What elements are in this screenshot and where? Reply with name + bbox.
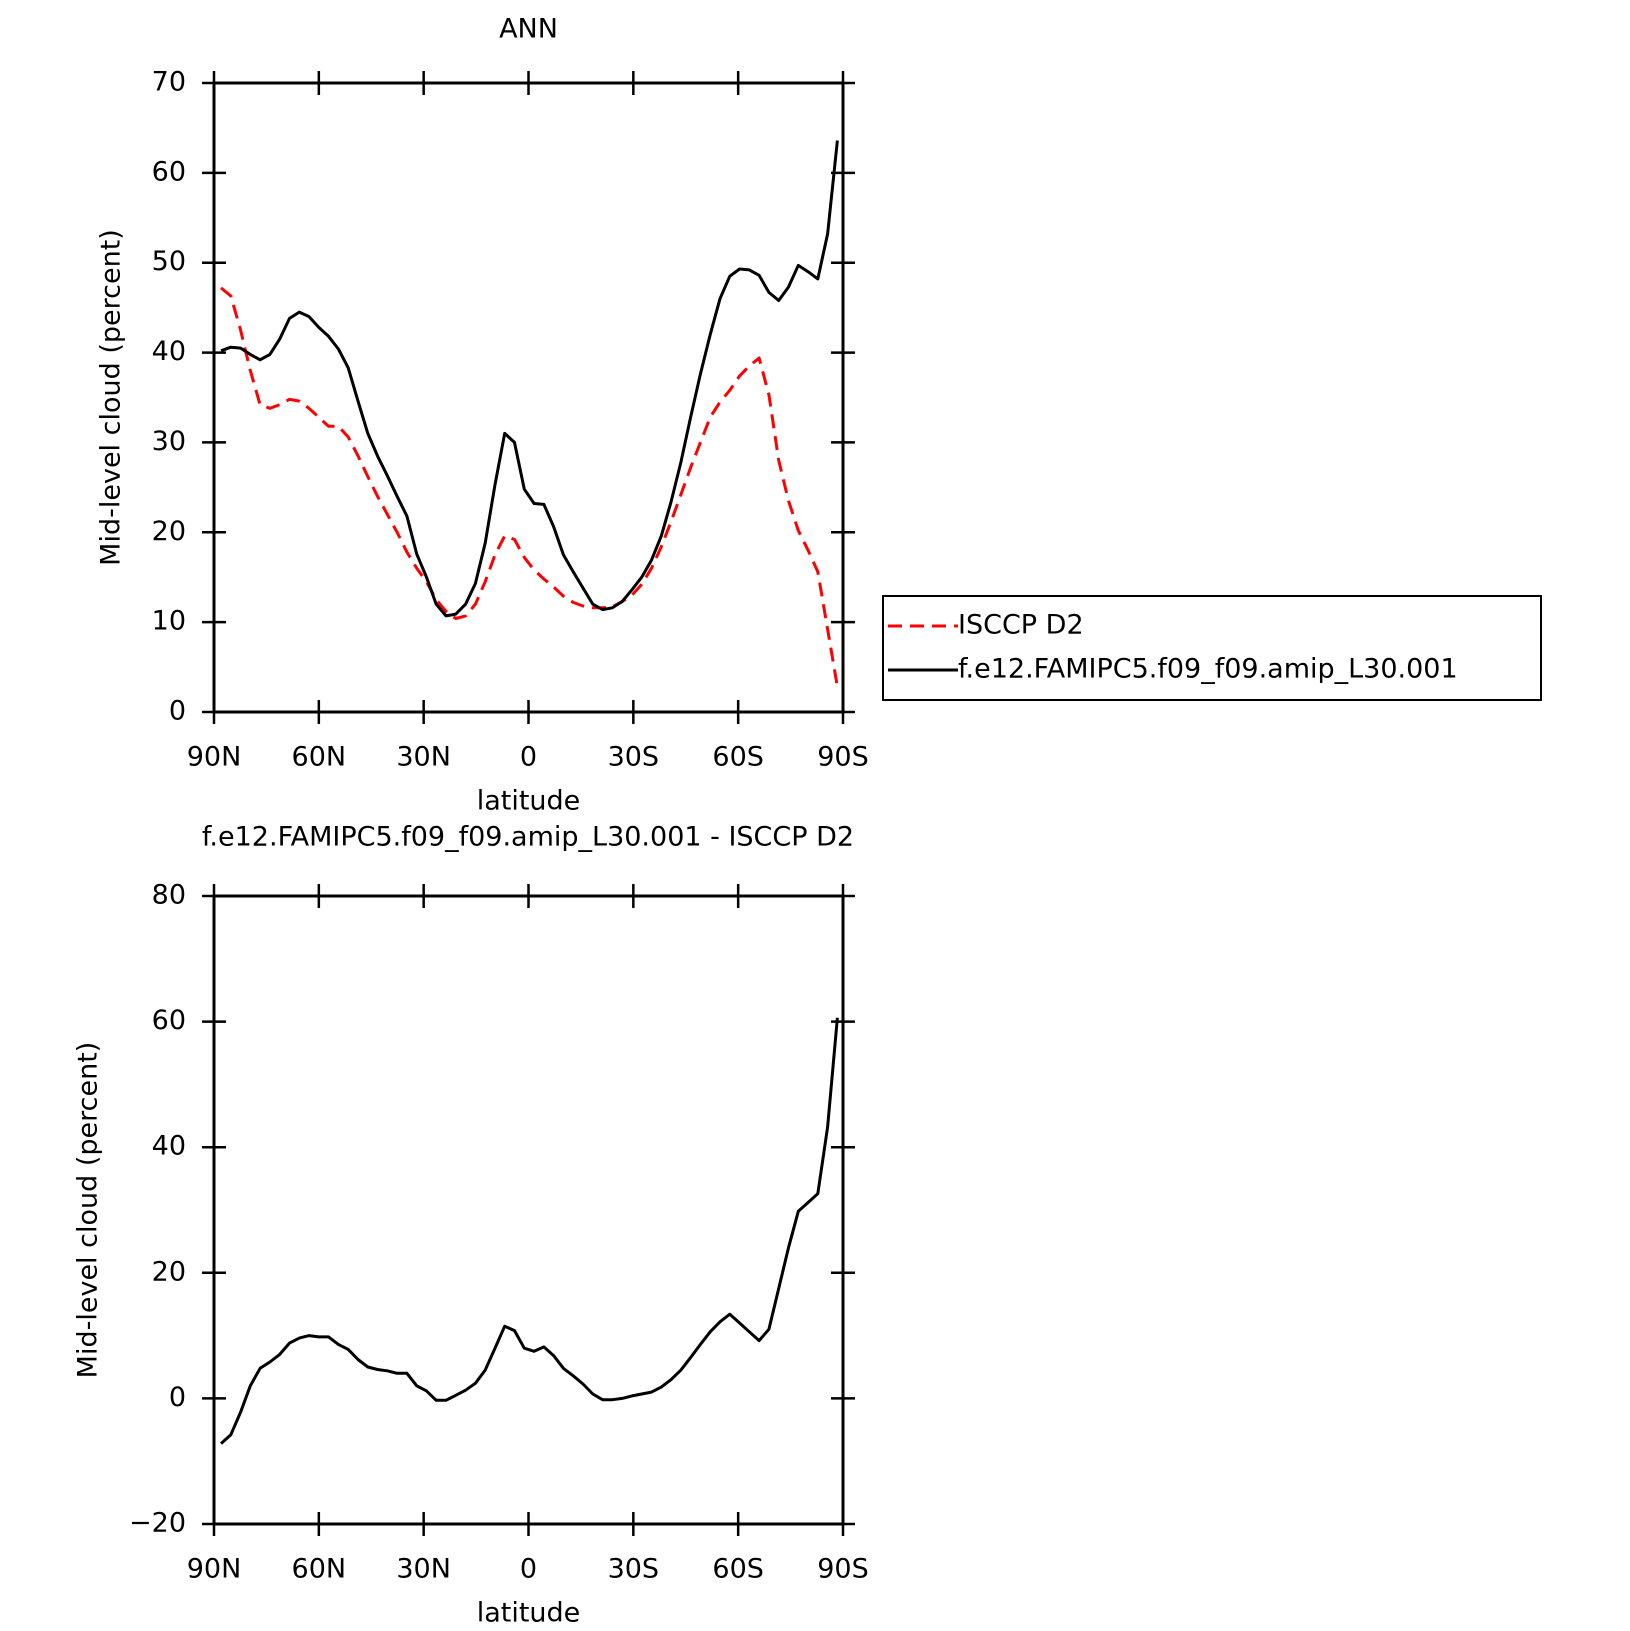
x-tick-label: 30S xyxy=(608,1554,660,1585)
y-tick-label: 10 xyxy=(152,606,186,637)
x-tick-label: 90S xyxy=(817,1554,869,1585)
x-tick-label: 30S xyxy=(608,742,660,773)
x-tick-label: 60S xyxy=(712,742,764,773)
chart-title: f.e12.FAMIPC5.f09_f09.amip_L30.001 - ISC… xyxy=(202,822,854,853)
y-tick-label: 20 xyxy=(152,1256,186,1287)
x-tick-label: 0 xyxy=(520,742,537,773)
plot-frame xyxy=(212,894,845,1526)
y-tick-label: 0 xyxy=(169,1382,186,1413)
x-tick-label: 90S xyxy=(817,742,869,773)
y-tick-label: 80 xyxy=(152,880,186,911)
y-tick-label: 40 xyxy=(152,1131,186,1162)
data-line xyxy=(219,1017,839,1445)
x-tick-label: 60S xyxy=(712,1554,764,1585)
chart-title: ANN xyxy=(499,14,558,45)
data-line xyxy=(220,140,839,618)
y-tick-label: 0 xyxy=(169,696,186,727)
x-tick-label: 60N xyxy=(292,742,347,773)
x-tick-label: 60N xyxy=(292,1554,347,1585)
y-tick-label: 50 xyxy=(152,246,186,277)
x-tick-label: 0 xyxy=(520,1554,537,1585)
x-tick-label: 90N xyxy=(187,742,242,773)
x-axis-label: latitude xyxy=(477,786,581,817)
data-line xyxy=(220,286,839,688)
y-axis-label: Mid-level cloud (percent) xyxy=(73,1042,104,1379)
y-tick-label: 70 xyxy=(152,67,186,98)
x-tick-label: 90N xyxy=(187,1554,242,1585)
plot-frame xyxy=(212,81,845,714)
legend-label: ISCCP D2 xyxy=(958,610,1084,641)
legend-label: f.e12.FAMIPC5.f09_f09.amip_L30.001 xyxy=(958,654,1458,685)
x-axis-label: latitude xyxy=(477,1598,581,1629)
y-tick-label: 40 xyxy=(152,336,186,367)
y-tick-label: −20 xyxy=(129,1508,186,1539)
x-tick-label: 30N xyxy=(396,742,451,773)
y-tick-label: 60 xyxy=(152,156,186,187)
y-tick-label: 60 xyxy=(152,1005,186,1036)
y-tick-label: 20 xyxy=(152,516,186,547)
y-axis-label: Mid-level cloud (percent) xyxy=(96,229,127,566)
x-tick-label: 30N xyxy=(396,1554,451,1585)
legend-box xyxy=(882,595,1542,701)
y-tick-label: 30 xyxy=(152,426,186,457)
